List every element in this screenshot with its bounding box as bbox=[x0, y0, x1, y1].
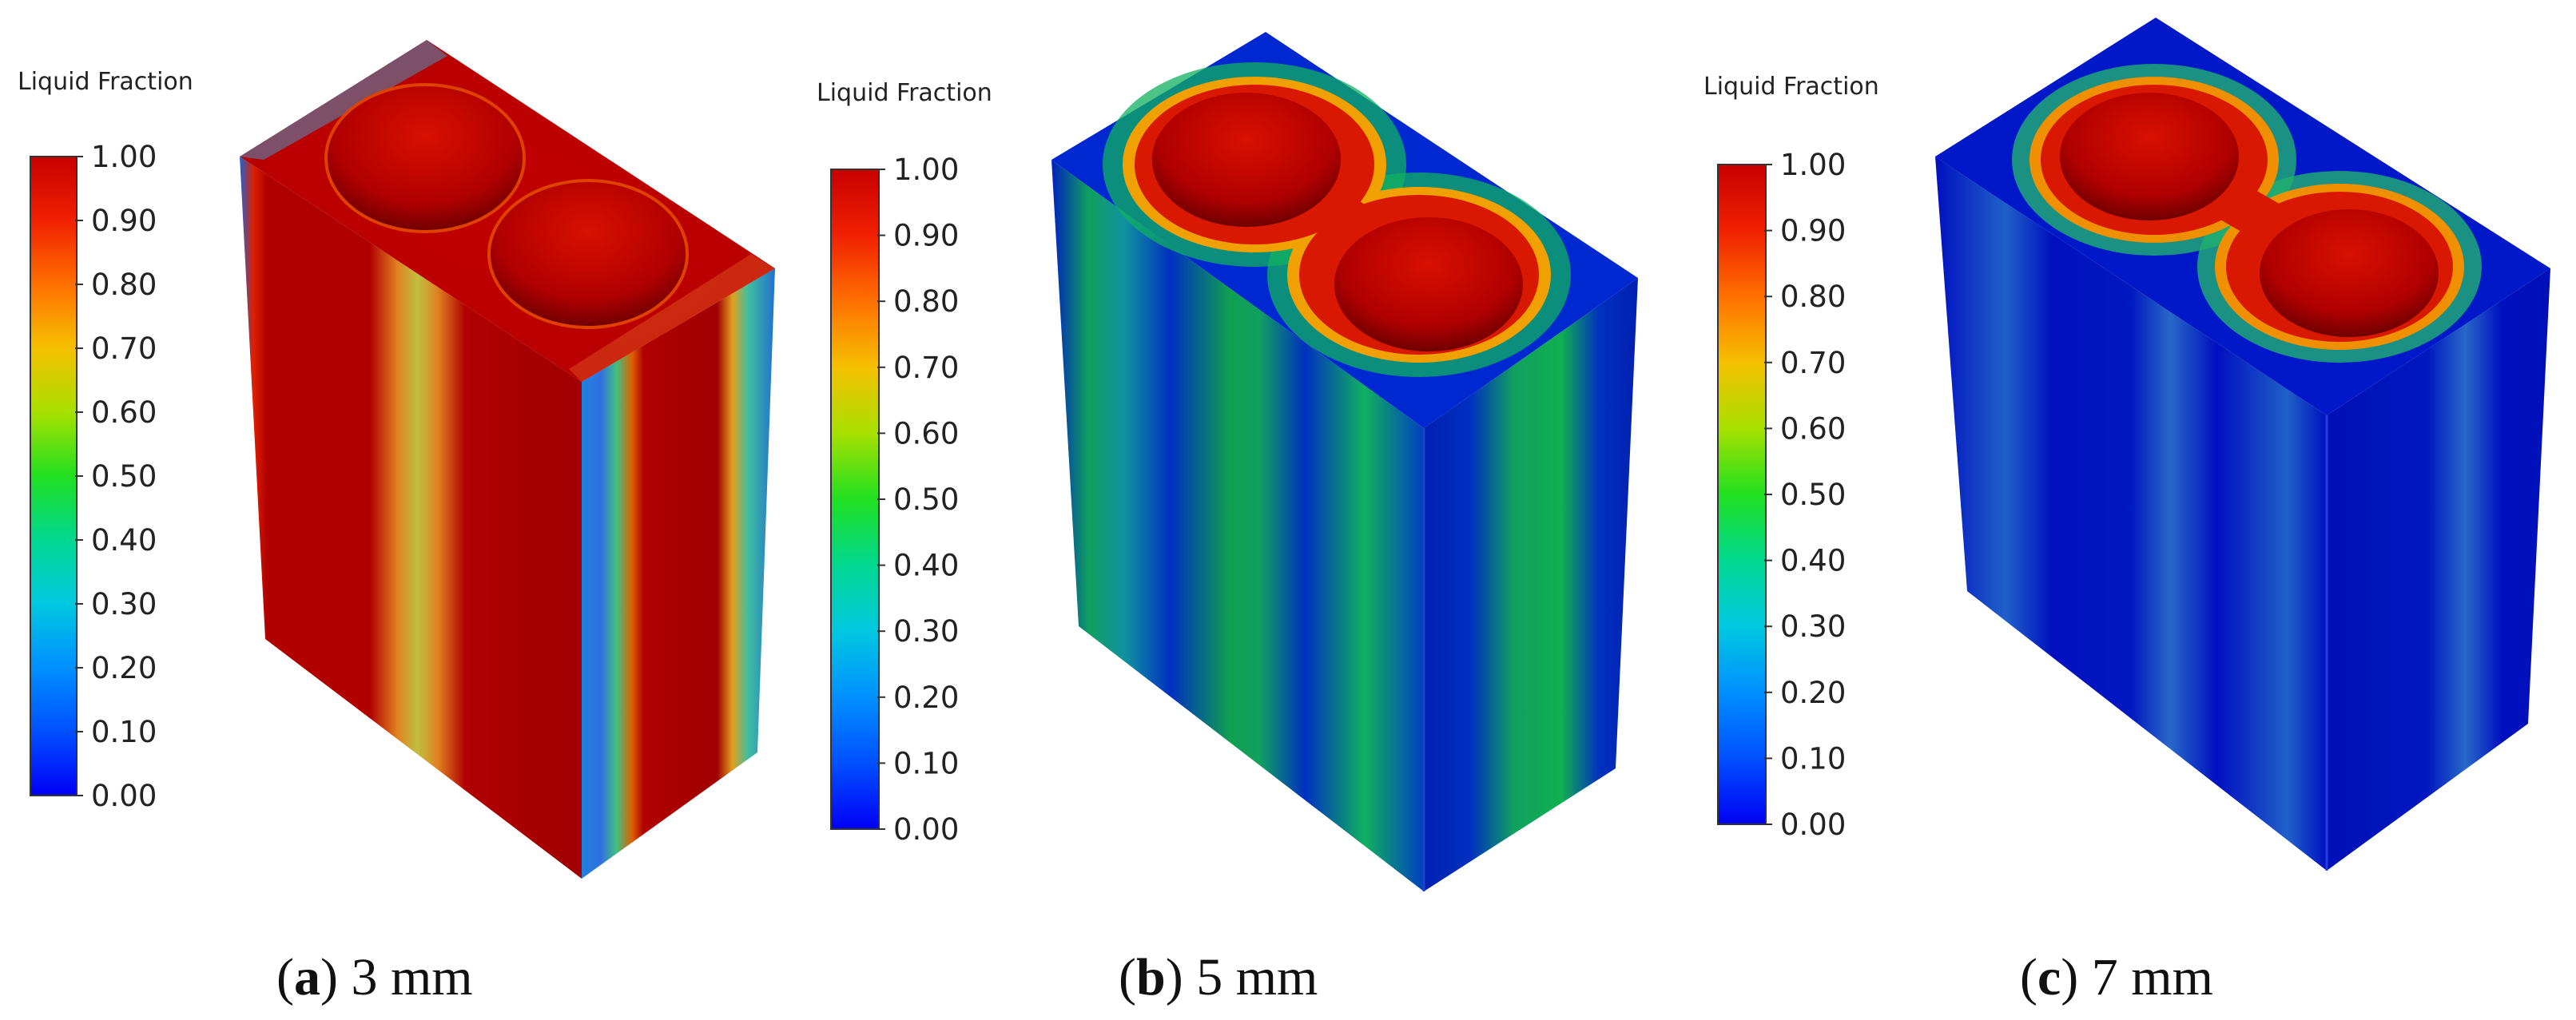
cube-right-face bbox=[1424, 278, 1638, 891]
hole-1 bbox=[1152, 93, 1341, 227]
colorbar-tick-label: 0.70 bbox=[91, 331, 157, 366]
colorbar-tick-label: 0.50 bbox=[91, 459, 157, 494]
colorbar-gradient bbox=[830, 169, 880, 830]
colorbar-tick-label: 0.10 bbox=[893, 746, 959, 780]
colorbar-tick-label: 0.10 bbox=[1780, 741, 1846, 776]
colorbar-tick-label: 0.80 bbox=[1780, 280, 1846, 314]
cube-right-face bbox=[2327, 268, 2550, 871]
panel-b: Liquid Fraction 1.00 0.90 0.80 0.70 0.60 0.50… bbox=[817, 32, 1638, 1006]
colorbar-tick-label: 0.20 bbox=[91, 651, 157, 685]
cube-7mm bbox=[1935, 18, 2550, 871]
colorbar-tick-label: 0.90 bbox=[893, 219, 959, 253]
colorbar-tick-label: 0.80 bbox=[91, 268, 157, 302]
colorbar-tick-label: 0.70 bbox=[893, 351, 959, 385]
colorbar-tick-label: 0.60 bbox=[1780, 411, 1846, 446]
colorbar-tick-label: 1.00 bbox=[91, 140, 157, 174]
colorbar-title: Liquid Fraction bbox=[817, 79, 992, 107]
colorbar-gradient bbox=[1717, 164, 1767, 825]
colorbar-tick-label: 0.50 bbox=[893, 482, 959, 517]
hole-2 bbox=[487, 179, 689, 329]
colorbar-tick-label: 0.00 bbox=[1780, 808, 1846, 842]
cube-5mm bbox=[1051, 32, 1638, 891]
colorbar-tick-label: 0.50 bbox=[1780, 478, 1846, 512]
colorbar-tick-label: 0.70 bbox=[1780, 346, 1846, 380]
colorbar-tick-label: 0.40 bbox=[1780, 544, 1846, 578]
hole-1 bbox=[324, 83, 526, 233]
cube-left-face bbox=[1935, 157, 2327, 871]
panel-c: Liquid Fraction 1.00 0.90 0.80 0.70 0.60 0.50… bbox=[1703, 18, 2550, 1006]
hole-2 bbox=[2260, 209, 2439, 337]
colorbar-tick-label: 0.30 bbox=[1780, 609, 1846, 644]
colorbar-tick-label: 0.00 bbox=[893, 812, 959, 847]
colorbar-tick-label: 0.00 bbox=[91, 779, 157, 813]
colorbar-tick-label: 0.10 bbox=[91, 715, 157, 749]
colorbar-tick-label: 0.20 bbox=[893, 681, 959, 715]
hole-1 bbox=[2060, 93, 2239, 220]
cube-left-face bbox=[240, 157, 582, 879]
colorbar-tick-label: 0.20 bbox=[1780, 676, 1846, 710]
colorbar-tick-label: 0.40 bbox=[91, 523, 157, 558]
colorbar: 1.00 0.90 0.80 0.70 0.60 0.50 0.40 0.30 0.20 0.10… bbox=[30, 140, 157, 813]
colorbar-title: Liquid Fraction bbox=[1703, 73, 1879, 101]
colorbar-tick-label: 0.30 bbox=[893, 614, 959, 649]
hole-2 bbox=[1334, 217, 1523, 351]
cube-left-face bbox=[1051, 160, 1424, 891]
colorbar-tick-label: 0.60 bbox=[893, 416, 959, 450]
colorbar-tick-label: 0.90 bbox=[1780, 214, 1846, 248]
colorbar-tick-label: 0.40 bbox=[893, 549, 959, 583]
colorbar-tick-label: 0.60 bbox=[91, 395, 157, 430]
colorbar-tick-label: 0.30 bbox=[91, 587, 157, 621]
colorbar-gradient bbox=[30, 156, 78, 796]
colorbar-tick-label: 0.90 bbox=[91, 204, 157, 238]
colorbar: 1.00 0.90 0.80 0.70 0.60 0.50 0.40 0.30 0.20 0.10… bbox=[830, 153, 959, 847]
colorbar-ticks: 1.00 0.90 0.80 0.70 0.60 0.50 0.40 0.30 0.20 0.10… bbox=[75, 140, 157, 813]
colorbar-tick-label: 0.80 bbox=[893, 284, 959, 319]
panel-a: Liquid Fraction 1.00 0.90 0.80 0.70 0.60 0.50… bbox=[18, 40, 775, 1006]
cube-right-face bbox=[582, 268, 775, 879]
caption-a: (a) 3 mm bbox=[276, 948, 473, 1006]
colorbar-ticks: 1.00 0.90 0.80 0.70 0.60 0.50 0.40 0.30 0.20 0.10… bbox=[1764, 148, 1846, 842]
colorbar-title: Liquid Fraction bbox=[18, 68, 193, 96]
colorbar-tick-label: 1.00 bbox=[1780, 148, 1846, 182]
colorbar: 1.00 0.90 0.80 0.70 0.60 0.50 0.40 0.30 0.20 0.10… bbox=[1717, 148, 1846, 842]
cube-3mm bbox=[240, 40, 775, 879]
caption-b: (b) 5 mm bbox=[1119, 948, 1318, 1006]
caption-c: (c) 7 mm bbox=[2020, 948, 2213, 1006]
colorbar-tick-label: 1.00 bbox=[893, 153, 959, 187]
colorbar-ticks: 1.00 0.90 0.80 0.70 0.60 0.50 0.40 0.30 0.20 0.10… bbox=[877, 153, 959, 847]
